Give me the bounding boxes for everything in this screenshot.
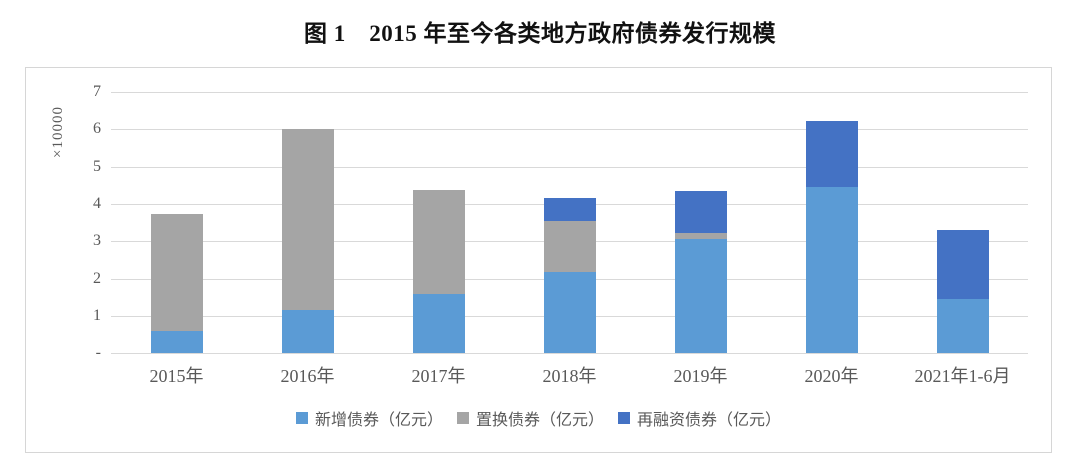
bar-segment bbox=[281, 310, 334, 354]
x-axis-label: 2020年 bbox=[804, 366, 859, 386]
bar-segment bbox=[674, 233, 727, 240]
y-axis-tick: 4 bbox=[93, 194, 101, 212]
legend-swatch-icon bbox=[618, 412, 630, 424]
legend-item: 再融资债券（亿元） bbox=[618, 406, 781, 430]
bar-column-4 bbox=[674, 190, 727, 354]
bar-segment bbox=[936, 229, 989, 299]
x-axis-label: 2021年1-6月 bbox=[914, 366, 1011, 386]
bar-column-2 bbox=[412, 190, 465, 354]
x-axis-label: 2016年 bbox=[280, 366, 335, 386]
legend-label: 新增债券（亿元） bbox=[314, 412, 443, 429]
x-axis-label: 2015年 bbox=[149, 366, 204, 386]
legend-item: 新增债券（亿元） bbox=[295, 406, 443, 430]
bar-segment bbox=[936, 298, 989, 354]
chart-legend: 新增债券（亿元） 置换债券（亿元） 再融资债券（亿元） bbox=[26, 406, 1051, 430]
y-axis-tick: 7 bbox=[93, 83, 101, 100]
gridline bbox=[111, 92, 1028, 93]
bar-column-5 bbox=[805, 121, 858, 354]
y-axis-tick: 3 bbox=[93, 232, 101, 250]
bar-segment bbox=[412, 293, 465, 354]
bar-segment bbox=[412, 190, 465, 294]
x-axis-label: 2017年 bbox=[411, 366, 466, 386]
bar-segment bbox=[281, 128, 334, 311]
x-axis-label: 2019年 bbox=[673, 366, 728, 386]
bar-segment bbox=[150, 330, 203, 354]
legend-item: 置换债券（亿元） bbox=[456, 406, 604, 430]
gridline bbox=[111, 353, 1028, 355]
legend-swatch-icon bbox=[295, 412, 308, 424]
plot-area bbox=[111, 92, 1028, 355]
gridline bbox=[111, 166, 1028, 168]
legend-label: 置换债券（亿元） bbox=[475, 412, 604, 429]
bar-segment bbox=[543, 197, 596, 221]
y-axis-tick: - bbox=[95, 344, 101, 362]
bar-column-0 bbox=[150, 213, 203, 354]
x-axis-label: 2018年 bbox=[542, 366, 597, 386]
gridline bbox=[111, 129, 1028, 131]
y-axis-tick: 5 bbox=[93, 157, 101, 175]
y-axis: - 1 2 3 4 5 6 7 bbox=[26, 83, 101, 361]
bar-segment bbox=[150, 213, 203, 331]
bar-segment bbox=[674, 190, 727, 234]
legend-label: 再融资债券（亿元） bbox=[637, 412, 782, 429]
bar-segment bbox=[805, 121, 858, 188]
bar-segment bbox=[543, 220, 596, 273]
bar-segment bbox=[805, 187, 858, 354]
bar-segment bbox=[674, 239, 727, 354]
figure-title: 图 1 2015 年至今各类地方政府债券发行规模 bbox=[304, 21, 776, 46]
bar-column-3 bbox=[543, 197, 596, 354]
bar-segment bbox=[543, 272, 596, 354]
y-axis-tick: 6 bbox=[93, 120, 101, 138]
y-axis-tick: 1 bbox=[93, 306, 101, 324]
y-axis-tick: 2 bbox=[93, 269, 101, 287]
bar-column-6 bbox=[936, 229, 989, 354]
x-axis: 2015年 2016年 2017年 2018年 2019年 2020年 2021年1-6月 bbox=[111, 363, 1028, 389]
legend-swatch-icon bbox=[456, 412, 469, 424]
bar-column-1 bbox=[281, 128, 334, 354]
